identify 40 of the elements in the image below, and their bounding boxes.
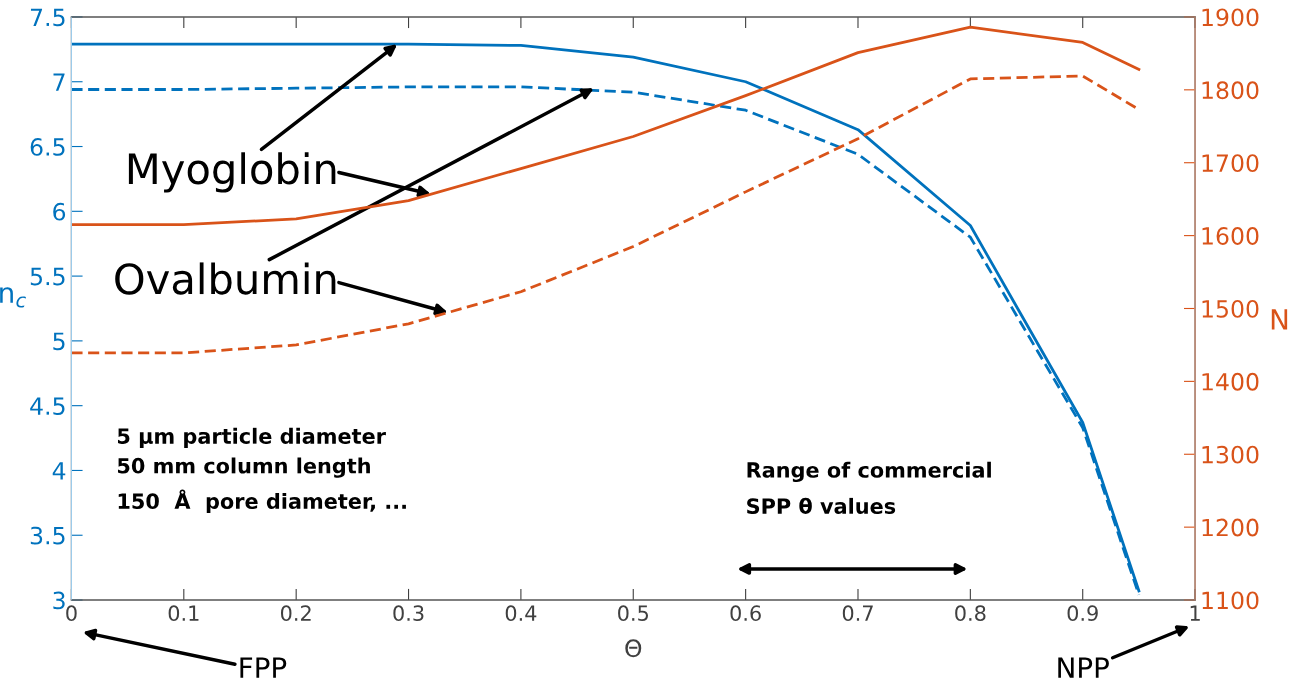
annotation: Ovalbumin (115, 262, 336, 295)
y-tick-label: 6 (53, 202, 66, 221)
x-tick-label: 0.1 (168, 605, 199, 622)
y2-tick-label: 1400 (1202, 372, 1259, 391)
text: FPP (240, 657, 287, 678)
x-tick-label: 0.7 (842, 605, 873, 622)
x-tick-label: 0.3 (393, 605, 424, 622)
x-tick-label: 0.8 (955, 605, 986, 622)
x-axis-title: Θ (625, 639, 642, 658)
annotation: Range of commercial SPP θ values (747, 461, 991, 515)
annotation: Myoglobin (128, 152, 336, 193)
x-tick-label: 0 (66, 605, 77, 622)
y2-axis-title: N (1271, 309, 1288, 330)
y-tick-label: 7.5 (30, 8, 65, 27)
y2-tick-label: 1500 (1202, 299, 1259, 318)
y-tick-label: 5.5 (30, 267, 65, 286)
y2-tick-label: 1700 (1202, 154, 1259, 173)
y-axis-title: n$_{c}$ (0, 287, 26, 308)
x-tick-label: 0.6 (730, 605, 761, 622)
annotation: 5 µm particle diameter 50 mm column length 150 Å pore diameter, ... (118, 427, 406, 514)
text: NPP (1058, 657, 1109, 678)
y-tick-label: 3 (53, 591, 65, 610)
y-tick-label: 5 (53, 332, 65, 351)
x-tick-label: 1 (1190, 605, 1200, 621)
y2-tick-label: 1900 (1202, 8, 1259, 27)
y-tick-label: 6.5 (30, 137, 65, 156)
y-tick-label: 4.5 (30, 397, 65, 415)
y-tick-label: 7 (53, 73, 65, 91)
y-tick-label: 4 (52, 462, 66, 480)
y2-tick-label: 1600 (1202, 227, 1259, 245)
y2-tick-label: 1100 (1202, 591, 1259, 610)
y2-tick-label: 1200 (1202, 518, 1259, 537)
y2-tick-label: 1300 (1202, 445, 1259, 464)
x-tick-label: 0.9 (1067, 605, 1098, 622)
y-tick-label: 3.5 (30, 526, 65, 545)
x-tick-label: 0.4 (505, 605, 537, 622)
y2-tick-label: 1800 (1202, 81, 1259, 100)
x-tick-label: 0.2 (280, 605, 311, 622)
line-series (71, 25, 1141, 227)
x-tick-label: 0.5 (618, 605, 649, 622)
